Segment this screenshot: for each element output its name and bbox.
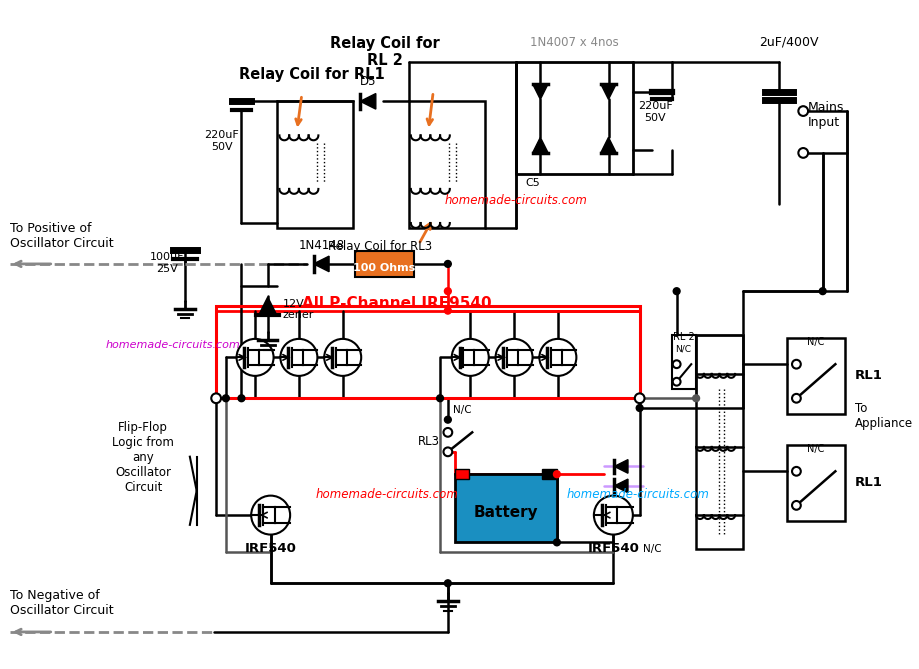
Polygon shape [360, 94, 376, 109]
Circle shape [222, 395, 229, 401]
Polygon shape [614, 460, 628, 473]
Circle shape [280, 339, 317, 376]
Polygon shape [614, 479, 628, 492]
Circle shape [236, 339, 274, 376]
Polygon shape [259, 297, 277, 314]
Circle shape [674, 288, 680, 294]
Circle shape [238, 395, 244, 401]
Circle shape [799, 106, 808, 116]
Circle shape [495, 339, 533, 376]
Text: IRF540: IRF540 [244, 542, 297, 555]
Polygon shape [601, 137, 617, 153]
Text: Mains
Input: Mains Input [808, 100, 845, 128]
Text: 220uF
50V: 220uF 50V [205, 130, 239, 152]
Text: To Negative of
Oscillator Circuit: To Negative of Oscillator Circuit [10, 589, 113, 617]
Text: 2uF/400V: 2uF/400V [759, 36, 819, 49]
Text: RL 2: RL 2 [673, 332, 695, 342]
Circle shape [792, 501, 800, 510]
Circle shape [437, 395, 444, 401]
Circle shape [594, 496, 633, 535]
Text: Relay Coil for
RL 2: Relay Coil for RL 2 [330, 36, 439, 68]
Bar [455, 470, 470, 479]
Bar [787, 338, 845, 414]
Circle shape [792, 360, 800, 369]
Circle shape [452, 339, 489, 376]
Bar [672, 335, 696, 389]
Text: Battery: Battery [474, 505, 539, 520]
Circle shape [324, 339, 361, 376]
Text: D5: D5 [359, 75, 376, 88]
Text: 100 Ohms: 100 Ohms [354, 263, 415, 273]
Circle shape [211, 393, 221, 403]
Circle shape [444, 448, 452, 456]
Text: 100uF
25V: 100uF 25V [150, 252, 185, 274]
Text: homemade-circuits.com: homemade-circuits.com [567, 488, 709, 500]
Text: All P-Channel IRF9540: All P-Channel IRF9540 [301, 296, 492, 310]
Bar [696, 335, 743, 549]
Circle shape [693, 395, 699, 401]
Text: Relay Coil for RL3: Relay Coil for RL3 [328, 240, 432, 254]
Bar [409, 101, 485, 228]
Bar [455, 474, 557, 543]
Text: IRF540: IRF540 [587, 542, 640, 555]
Text: N/C: N/C [675, 345, 691, 353]
Circle shape [445, 260, 451, 268]
Bar [278, 101, 354, 228]
Text: homemade-circuits.com: homemade-circuits.com [445, 193, 587, 207]
Polygon shape [601, 84, 617, 100]
Polygon shape [533, 84, 548, 100]
Text: Relay Coil for RL1: Relay Coil for RL1 [239, 67, 384, 82]
Circle shape [445, 307, 451, 314]
Text: To Positive of
Oscillator Circuit: To Positive of Oscillator Circuit [10, 222, 113, 250]
Text: RL1: RL1 [855, 476, 883, 489]
Circle shape [553, 471, 561, 478]
Text: 12V
zener: 12V zener [282, 299, 313, 320]
Text: 220uF
50V: 220uF 50V [638, 101, 673, 123]
Circle shape [799, 148, 808, 158]
Circle shape [553, 539, 561, 546]
Text: 1N4007 x 4nos: 1N4007 x 4nos [530, 36, 618, 49]
Circle shape [673, 378, 681, 385]
Circle shape [792, 467, 800, 476]
Bar [356, 252, 414, 276]
Text: Flip-Flop
Logic from
any
Oscillator
Circuit: Flip-Flop Logic from any Oscillator Circ… [112, 421, 174, 494]
Circle shape [673, 361, 681, 368]
Bar [542, 470, 557, 479]
Bar [787, 445, 845, 521]
Circle shape [445, 416, 451, 423]
Polygon shape [313, 256, 329, 272]
Text: homemade-circuits.com: homemade-circuits.com [106, 340, 241, 350]
Circle shape [539, 339, 576, 376]
Text: N/C: N/C [807, 337, 824, 347]
Text: RL1: RL1 [855, 369, 883, 382]
Circle shape [792, 394, 800, 403]
Bar [216, 306, 640, 398]
Circle shape [251, 496, 290, 535]
Text: N/C: N/C [453, 405, 471, 415]
Circle shape [819, 288, 826, 294]
Text: homemade-circuits.com: homemade-circuits.com [316, 488, 459, 500]
Text: To
Appliance: To Appliance [855, 403, 913, 430]
Polygon shape [533, 137, 548, 153]
Text: 1N4148: 1N4148 [299, 240, 345, 252]
Circle shape [445, 288, 451, 294]
Circle shape [635, 393, 644, 403]
Text: N/C: N/C [642, 544, 661, 554]
Circle shape [636, 405, 643, 411]
Text: C5: C5 [526, 178, 540, 188]
Text: RL3: RL3 [418, 435, 440, 448]
Circle shape [444, 428, 452, 437]
Circle shape [445, 580, 451, 587]
Text: N/C: N/C [807, 444, 824, 454]
